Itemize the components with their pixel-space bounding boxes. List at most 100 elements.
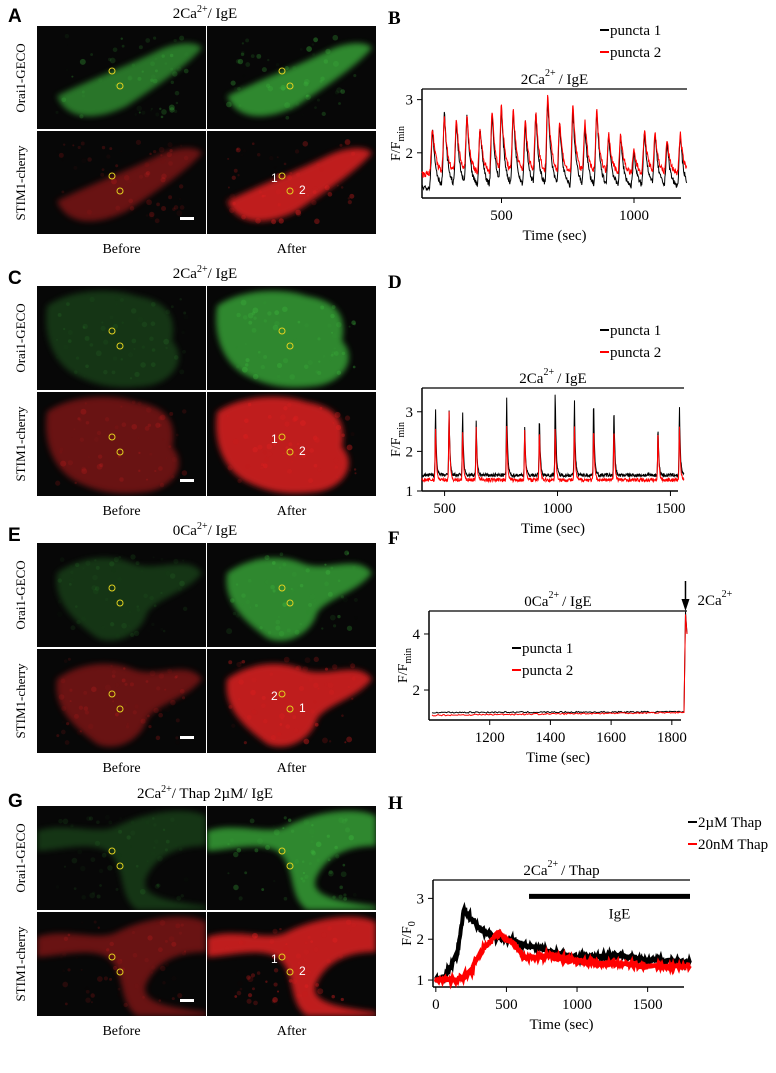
panel-letter: F — [388, 528, 400, 549]
panel-title: 2Ca2+/ IgE — [0, 264, 410, 283]
caption-before: Before — [102, 504, 141, 519]
title-main: 0Ca — [172, 523, 197, 539]
panel-letter: B — [388, 8, 401, 29]
orai1-geco-after-image — [207, 26, 376, 129]
orai1-geco-after-image — [207, 286, 376, 390]
x-axis-label: Time (sec) — [521, 521, 585, 537]
chart-title: 2Ca2+ / IgE — [521, 68, 588, 88]
y-tick-label: 3 — [417, 891, 425, 907]
x-tick-label: 500 — [495, 997, 518, 1013]
chart-title: 0Ca2+ / IgE — [524, 590, 591, 610]
panel-letter: E — [8, 525, 21, 546]
roi-circle — [116, 968, 124, 976]
x-tick-label: 500 — [490, 208, 513, 224]
roi-circle — [286, 187, 294, 195]
puncta-label-1: 1 — [271, 952, 278, 966]
stim1-cherry-before-image — [37, 392, 206, 496]
x-tick-label: 1000 — [562, 997, 592, 1013]
scale-bar — [180, 736, 194, 739]
x-axis-label: Time (sec) — [526, 750, 590, 766]
orai1-geco-after-image — [207, 806, 376, 910]
scale-bar — [180, 999, 194, 1002]
title-sup: 2+ — [196, 4, 208, 15]
annotation-label: 2Ca2+ — [697, 589, 732, 609]
caption-before: Before — [102, 242, 141, 257]
panel-title: 2Ca2+/ Thap 2µM/ IgE — [0, 784, 410, 803]
roi-circle — [116, 705, 124, 713]
y-tick-label: 2 — [406, 444, 414, 460]
x-tick-label: 1000 — [543, 501, 573, 517]
orai1-geco-before-image — [37, 806, 206, 910]
caption-after: After — [276, 761, 307, 776]
roi-circle — [116, 342, 124, 350]
roi-circle — [108, 847, 116, 855]
title-tail: / IgE — [207, 266, 238, 282]
roi-circle — [278, 67, 286, 75]
puncta-label-2: 2 — [299, 183, 306, 197]
title-tail: / IgE — [207, 523, 238, 539]
series-line — [421, 411, 685, 484]
y-tick-label: 3 — [406, 405, 414, 421]
y-axis-label: F/Fmin — [389, 422, 407, 457]
y-tick-label: 4 — [413, 627, 421, 643]
roi-circle — [278, 584, 286, 592]
title-sup: 2+ — [196, 264, 208, 275]
caption-before: Before — [102, 761, 141, 776]
panel-letter: C — [8, 268, 22, 289]
series-line — [421, 394, 685, 479]
roi-circle — [108, 690, 116, 698]
panel-title: 2Ca2+/ IgE — [0, 4, 410, 23]
title-tail: / Thap 2µM/ IgE — [171, 786, 274, 802]
roi-circle — [278, 953, 286, 961]
roi-circle — [286, 705, 294, 713]
roi-circle — [286, 599, 294, 607]
x-tick-label: 0 — [432, 997, 440, 1013]
chart-F: F 1200 1400 1600 1800 2 4 Time (sec) F/Fmin 0Ca2+… — [388, 528, 733, 766]
chart-D: D 500 1000 1500 1 2 3 Time (sec) F/Fmin 2Ca2+ / Ig… — [388, 272, 685, 537]
roi-circle — [108, 172, 116, 180]
puncta-label-2: 1 — [299, 701, 306, 715]
legend-label: puncta 2 — [522, 663, 573, 679]
x-tick-label: 1800 — [657, 730, 687, 746]
stim1-cherry-before-image — [37, 912, 206, 1016]
title-sup: 2+ — [196, 521, 208, 532]
x-axis-label: Time (sec) — [522, 228, 586, 244]
stim1-cherry-before-image — [37, 131, 206, 234]
roi-circle — [286, 862, 294, 870]
roi-circle — [278, 847, 286, 855]
roi-circle — [278, 433, 286, 441]
scale-bar — [180, 217, 194, 220]
x-tick-label: 1500 — [655, 501, 685, 517]
roi-circle — [116, 862, 124, 870]
series-line — [434, 901, 692, 985]
legend-label: 20nM Thap — [698, 837, 768, 853]
roi-circle — [286, 82, 294, 90]
puncta-label-1: 1 — [271, 432, 278, 446]
ige-label: IgE — [609, 906, 631, 922]
roi-circle — [116, 448, 124, 456]
panel-letter: D — [388, 272, 402, 293]
roi-circle — [108, 953, 116, 961]
series-line — [421, 102, 688, 192]
series-line — [421, 94, 688, 178]
x-tick-label: 1200 — [475, 730, 505, 746]
x-tick-label: 500 — [433, 501, 456, 517]
caption-after: After — [276, 1024, 307, 1039]
y-tick-label: 2 — [417, 932, 425, 948]
orai1-geco-before-image — [37, 543, 206, 647]
y-axis-label: F/Fmin — [389, 126, 407, 161]
x-tick-label: 1500 — [633, 997, 663, 1013]
chart-title: 2Ca2+ / Thap — [523, 859, 599, 879]
puncta-label-2: 2 — [299, 444, 306, 458]
legend-label: puncta 1 — [610, 23, 661, 39]
chart-H: H 0 500 1000 1500 1 2 3 Time (sec) F/F0 2Ca2+ / Tha… — [388, 793, 768, 1033]
panel-letter: H — [388, 793, 403, 814]
panel-letter: G — [8, 791, 23, 812]
title-main: 2Ca — [172, 266, 197, 282]
y-tick-label: 1 — [417, 973, 425, 989]
roi-circle — [108, 584, 116, 592]
legend-label: puncta 1 — [522, 641, 573, 657]
scale-bar — [180, 479, 194, 482]
